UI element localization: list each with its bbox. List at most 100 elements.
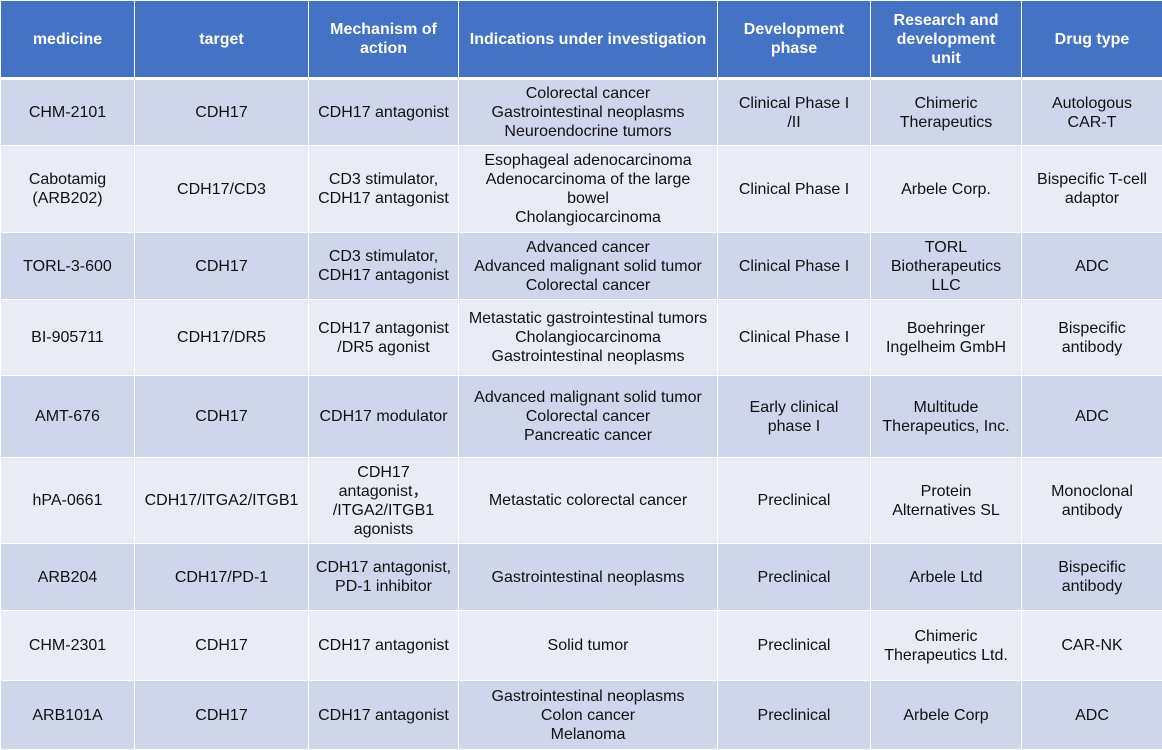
- drug-type-cell: Bispecific antibody: [1021, 543, 1162, 611]
- indications-cell: Colorectal cancer Gastrointestinal neopla…: [458, 78, 718, 146]
- cell-line: Esophageal adenocarcinoma: [484, 152, 692, 169]
- cell-line: CHM-2101: [28, 104, 107, 121]
- cell-line: Ingelheim GmbH: [885, 338, 1007, 356]
- cell-line: adaptor: [1064, 190, 1120, 207]
- cell-line: Colorectal cancer: [525, 408, 651, 425]
- medicine-cell: Cabotamig (ARB202): [0, 145, 135, 233]
- cell-line: /ITGA2/ITGB1: [332, 501, 435, 519]
- cell-line: Multitude: [913, 398, 979, 416]
- header-indications: Indications under investigation: [458, 0, 718, 80]
- cell-line: Biotherapeutics: [890, 257, 1002, 275]
- cell-line: agonists: [353, 520, 414, 538]
- cell-line: Colorectal cancer: [525, 85, 651, 102]
- table-row: CHM-2101 CDH17 CDH17 antagonist Colorectal …: [0, 78, 1162, 146]
- cell-line: CDH17/CD3: [177, 180, 266, 198]
- target-cell: CDH17/CD3: [134, 145, 309, 233]
- indications-cell: Gastrointestinal neoplasms Colon cancer Me…: [458, 680, 718, 750]
- rd-unit-cell: Chimeric Therapeutics: [870, 78, 1022, 146]
- cell-line: AMT-676: [35, 408, 100, 425]
- medicine-cell: TORL-3-600: [0, 232, 135, 300]
- cell-line: CDH17: [195, 104, 248, 121]
- cell-line: TORL-3-600: [23, 257, 112, 275]
- cell-line: Metastatic colorectal cancer: [488, 492, 688, 509]
- cell-line: Clinical Phase I: [738, 94, 850, 112]
- medicine-cell: BI-905711: [0, 299, 135, 376]
- cell-line: ADC: [1075, 257, 1109, 275]
- rd-unit-cell: Arbele Corp.: [870, 145, 1022, 233]
- cell-line: Bispecific: [1058, 319, 1126, 337]
- phase-cell: Preclinical: [717, 457, 871, 544]
- cell-line: Protein: [920, 482, 972, 500]
- rd-unit-cell: Arbele Ltd: [870, 543, 1022, 611]
- phase-cell: Clinical Phase I: [717, 232, 871, 300]
- table-body: CHM-2101 CDH17 CDH17 antagonist Colorectal …: [0, 78, 1162, 750]
- phase-cell: Preclinical: [717, 680, 871, 750]
- cell-line: Solid tumor: [547, 637, 629, 654]
- cell-line: Chimeric: [914, 94, 978, 112]
- indications-cell: Metastatic gastrointestinal tumors Cholan…: [458, 299, 718, 376]
- cell-line: Autologous: [1051, 94, 1133, 112]
- cell-line: Advanced cancer: [526, 238, 650, 256]
- cell-line: BI-905711: [31, 329, 104, 346]
- indications-cell: Gastrointestinal neoplasms: [458, 543, 718, 611]
- cell-line: Advanced malignant solid tumor: [474, 257, 702, 275]
- cell-line: CDH17 antagonist: [318, 319, 449, 337]
- drug-type-cell: ADC: [1021, 232, 1162, 300]
- header-medicine: medicine: [0, 0, 135, 80]
- cell-line: ADC: [1075, 706, 1109, 724]
- cell-line: ARB204: [37, 568, 98, 586]
- rd-unit-cell: Protein Alternatives SL: [870, 457, 1022, 544]
- cell-line: CDH17: [195, 637, 248, 654]
- target-cell: CDH17/ITGA2/ITGB1: [134, 457, 309, 544]
- phase-cell: Clinical Phase I: [717, 145, 871, 233]
- cell-line: Preclinical: [757, 492, 831, 509]
- cell-line: Bispecific T-cell: [1037, 171, 1147, 188]
- phase-cell: Preclinical: [717, 543, 871, 611]
- header-target: target: [134, 0, 309, 80]
- cell-line: Arbele Corp: [903, 706, 989, 724]
- cell-line: Pancreatic cancer: [523, 427, 653, 444]
- mechanism-cell: CDH17 antagonist/DR5 agonist: [308, 299, 459, 376]
- cell-line: CAR-NK: [1061, 637, 1123, 654]
- phase-cell: Clinical Phase I: [717, 299, 871, 376]
- cell-line: hPA-0661: [32, 492, 103, 509]
- cell-line: CDH17 antagonist: [318, 267, 449, 284]
- cell-line: Chimeric: [914, 627, 978, 645]
- drug-type-cell: Bispecific T-cell adaptor: [1021, 145, 1162, 233]
- cell-line: antibody: [1061, 338, 1123, 356]
- medicine-cell: ARB204: [0, 543, 135, 611]
- cell-line: phase I: [767, 417, 821, 435]
- cell-line: CD3 stimulator,: [328, 248, 439, 265]
- cell-line: Boehringer: [906, 319, 986, 337]
- drug-type-cell: ADC: [1021, 375, 1162, 458]
- cell-line: CAR-T: [1067, 113, 1117, 131]
- cell-line: CDH17: [195, 706, 248, 724]
- indications-cell: Advanced malignant solid tumor Colorectal…: [458, 375, 718, 458]
- cell-line: CDH17/PD-1: [174, 568, 269, 586]
- medicine-cell: CHM-2301: [0, 610, 135, 681]
- header-mechanism: Mechanism of action: [308, 0, 459, 80]
- mechanism-cell: CDH17 antagonist: [308, 680, 459, 750]
- cell-line: Cholangiocarcinoma: [515, 209, 661, 226]
- mechanism-cell: CDH17 antagonist: [308, 610, 459, 681]
- cell-line: Arbele Ltd: [909, 568, 983, 586]
- cell-line: /II: [787, 113, 801, 131]
- cell-line: Gastrointestinal neoplasms: [491, 568, 685, 586]
- drug-type-cell: Bispecific antibody: [1021, 299, 1162, 376]
- target-cell: CDH17: [134, 232, 309, 300]
- mechanism-cell: CDH17 modulator: [308, 375, 459, 458]
- mechanism-cell: CDH17 antagonist, PD-1 inhibitor: [308, 543, 459, 611]
- cell-line: Monoclonal: [1051, 482, 1133, 500]
- rd-unit-cell: Multitude Therapeutics, Inc.: [870, 375, 1022, 458]
- cell-line: Colorectal cancer: [525, 276, 651, 294]
- cell-line: (ARB202): [32, 190, 103, 207]
- cell-line: Gastrointestinal neoplasms: [491, 687, 685, 705]
- cell-line: bowel: [567, 190, 609, 207]
- table-row: BI-905711 CDH17/DR5 CDH17 antagonist/DR5 a…: [0, 299, 1162, 376]
- cell-line: CDH17: [195, 408, 248, 425]
- cell-line: Clinical Phase I: [738, 257, 850, 275]
- cell-line: antibody: [1061, 578, 1123, 595]
- table-row: CHM-2301 CDH17 CDH17 antagonist Solid tumor…: [0, 610, 1162, 681]
- medicine-cell: CHM-2101: [0, 78, 135, 146]
- cell-line: Gastrointestinal neoplasms: [491, 104, 685, 121]
